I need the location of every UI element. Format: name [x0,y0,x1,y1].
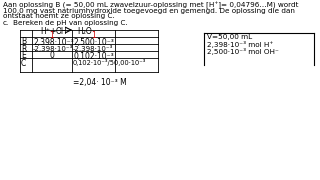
Text: V=50,00 mL: V=50,00 mL [207,34,252,40]
Text: 0,102·10⁻³/50,00·10⁻³: 0,102·10⁻³/50,00·10⁻³ [73,58,146,66]
Text: H₂O: H₂O [77,27,92,36]
Text: 100,0 mg vast natriumhydroxide toegevoegd en gemengd. De oplossing die dan: 100,0 mg vast natriumhydroxide toegevoeg… [3,8,295,14]
Text: 2,398·10⁻³ mol H⁺: 2,398·10⁻³ mol H⁺ [207,41,273,48]
Text: 0,102·10⁻³: 0,102·10⁻³ [73,51,114,60]
Text: R: R [21,44,26,53]
Text: c.: c. [3,20,9,26]
Text: 2,500·10⁻³ mol OH⁻: 2,500·10⁻³ mol OH⁻ [207,48,279,55]
Text: B: B [21,37,26,46]
Text: =2,04· 10⁻³ M: =2,04· 10⁻³ M [73,78,127,87]
Text: H⁺: H⁺ [40,27,50,36]
Text: E: E [21,51,26,60]
Text: -2,398·10⁻³: -2,398·10⁻³ [33,44,73,51]
Text: Bereken de pH van oplossing C.: Bereken de pH van oplossing C. [13,20,128,26]
Text: 2,500·10⁻³: 2,500·10⁻³ [73,37,114,46]
Text: 0: 0 [50,51,54,60]
Text: C: C [21,58,26,68]
Text: ontstaat noemt ze oplossing C.: ontstaat noemt ze oplossing C. [3,13,115,19]
Text: 1: 1 [50,30,54,39]
Text: +: + [49,27,55,36]
Text: 2,398·10⁻³: 2,398·10⁻³ [33,37,74,46]
Text: OH⁻: OH⁻ [56,27,72,36]
Text: -2,398·10⁻³: -2,398·10⁻³ [73,44,113,51]
Text: Aan oplossing B (= 50,00 mL zwavelzuur-oplossing met [H⁺]= 0,04796…M) wordt: Aan oplossing B (= 50,00 mL zwavelzuur-o… [3,2,299,10]
Text: 1: 1 [91,30,96,39]
